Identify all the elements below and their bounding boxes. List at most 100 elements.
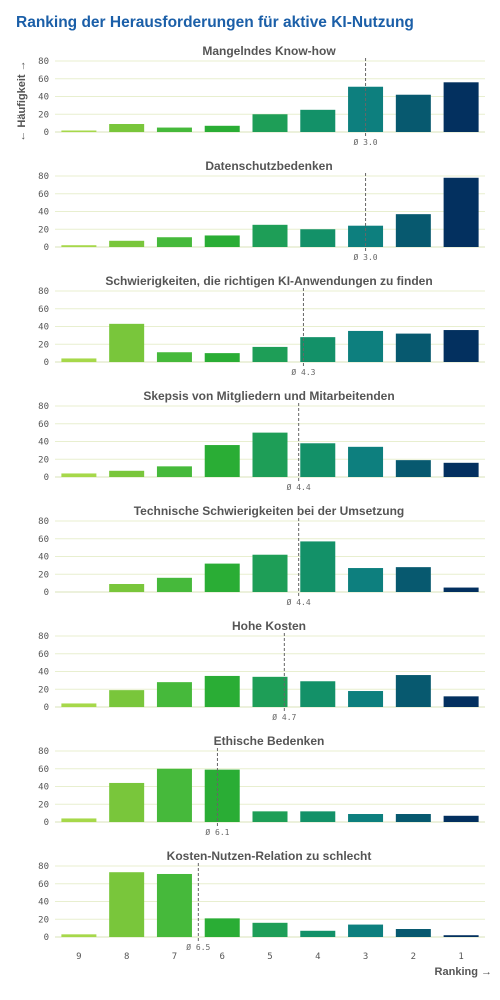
bar xyxy=(156,768,192,822)
y-tick-label: 40 xyxy=(38,898,49,908)
y-tick-label: 60 xyxy=(38,305,49,315)
panel-title: Mangelndes Know-how xyxy=(202,44,336,58)
y-tick-label: 80 xyxy=(38,57,49,67)
chart-panel: Skepsis von Mitgliedern und Mitarbeitend… xyxy=(38,389,485,492)
y-tick-label: 20 xyxy=(38,685,49,695)
bar xyxy=(204,353,240,362)
bar xyxy=(204,675,240,707)
y-tick-label: 60 xyxy=(38,880,49,890)
y-tick-label: 40 xyxy=(38,323,49,333)
bar xyxy=(204,445,240,477)
bar xyxy=(252,224,288,247)
bar xyxy=(300,811,336,822)
bar xyxy=(61,818,97,822)
average-label: Ø 4.4 xyxy=(287,597,311,607)
y-tick-label: 0 xyxy=(44,818,49,828)
bar xyxy=(348,225,384,247)
y-tick-label: 60 xyxy=(38,650,49,660)
bar xyxy=(443,177,479,247)
panel-title: Datenschutzbedenken xyxy=(205,159,332,173)
bar xyxy=(204,563,240,592)
y-tick-label: 20 xyxy=(38,225,49,235)
chart-title: Ranking der Herausforderungen für aktive… xyxy=(16,14,414,31)
y-tick-label: 80 xyxy=(38,287,49,297)
bar xyxy=(109,584,145,592)
average-label: Ø 4.4 xyxy=(287,482,311,492)
bar xyxy=(156,352,192,362)
bar xyxy=(348,814,384,822)
y-tick-label: 40 xyxy=(38,668,49,678)
panel-title: Ethische Bedenken xyxy=(214,734,325,748)
bar xyxy=(443,587,479,592)
y-tick-label: 60 xyxy=(38,75,49,85)
x-tick-label: 6 xyxy=(220,952,225,962)
bar xyxy=(300,109,336,132)
bar xyxy=(443,330,479,362)
y-tick-label: 60 xyxy=(38,535,49,545)
bar xyxy=(204,769,240,822)
x-tick-label: 5 xyxy=(267,952,272,962)
y-tick-label: 0 xyxy=(44,933,49,943)
y-axis-title: ← Häufigkeit → xyxy=(16,60,28,141)
bar xyxy=(156,873,192,937)
y-tick-label: 0 xyxy=(44,358,49,368)
average-label: Ø 3.0 xyxy=(354,137,378,147)
chart-panel: Datenschutzbedenken 0 20 40 60 80 Ø 3.0 xyxy=(38,159,485,262)
y-tick-label: 80 xyxy=(38,747,49,757)
bar xyxy=(156,682,192,707)
bar xyxy=(156,466,192,477)
chart-panel: Hohe Kosten 0 20 40 60 80 Ø 4.7 xyxy=(38,619,485,722)
y-tick-label: 20 xyxy=(38,455,49,465)
y-tick-label: 0 xyxy=(44,703,49,713)
chart-panel: Kosten-Nutzen-Relation zu schlecht 0 20 40 6… xyxy=(38,849,485,952)
average-label: Ø 6.5 xyxy=(186,942,210,952)
bar xyxy=(443,462,479,477)
bar xyxy=(156,237,192,247)
bar xyxy=(300,337,336,362)
bar xyxy=(300,443,336,477)
y-tick-label: 80 xyxy=(38,632,49,642)
y-tick-label: 40 xyxy=(38,93,49,103)
bar xyxy=(109,124,145,132)
y-tick-label: 60 xyxy=(38,765,49,775)
bar xyxy=(300,229,336,247)
bar xyxy=(252,432,288,477)
axes-layer: ← Häufigkeit → Ranking → xyxy=(16,60,492,978)
bar xyxy=(61,245,97,247)
y-tick-label: 20 xyxy=(38,915,49,925)
y-tick-label: 40 xyxy=(38,208,49,218)
y-tick-label: 0 xyxy=(44,243,49,253)
y-tick-label: 40 xyxy=(38,783,49,793)
bar xyxy=(61,473,97,477)
y-tick-label: 40 xyxy=(38,438,49,448)
chart-panel: Mangelndes Know-how 0 20 40 60 80 Ø 3.0 xyxy=(38,44,485,147)
average-label: Ø 6.1 xyxy=(205,827,229,837)
bar xyxy=(300,541,336,592)
bar xyxy=(252,114,288,132)
bar xyxy=(109,872,145,937)
panel-title: Hohe Kosten xyxy=(232,619,306,633)
bar xyxy=(109,782,145,822)
bar xyxy=(156,127,192,132)
bar xyxy=(252,346,288,362)
bar xyxy=(109,240,145,247)
bar xyxy=(109,690,145,707)
average-label: Ø 3.0 xyxy=(354,252,378,262)
bar xyxy=(395,214,431,247)
bar xyxy=(204,918,240,937)
bar xyxy=(348,330,384,362)
bar xyxy=(348,568,384,592)
panel-title: Schwierigkeiten, die richtigen KI-Anwend… xyxy=(105,274,432,288)
x-tick-label: 4 xyxy=(315,952,320,962)
chart-panel: Technische Schwierigkeiten bei der Umset… xyxy=(38,504,485,607)
bar xyxy=(348,924,384,937)
bar xyxy=(252,811,288,822)
bar xyxy=(443,815,479,822)
bar xyxy=(300,930,336,937)
bar xyxy=(61,130,97,132)
y-tick-label: 20 xyxy=(38,570,49,580)
bar xyxy=(61,703,97,707)
bar xyxy=(300,681,336,707)
bar xyxy=(395,675,431,707)
